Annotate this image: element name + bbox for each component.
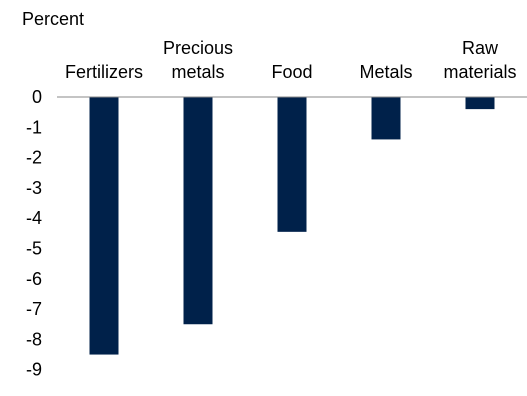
- y-tick-label: -7: [26, 299, 42, 319]
- y-tick-label: -1: [26, 117, 42, 137]
- bar: [371, 97, 401, 140]
- category-label: Metals: [359, 62, 412, 82]
- y-axis-ticks: 0 -1 -2 -3 -4 -5 -6 -7 -8 -9: [26, 87, 42, 380]
- category-label: Precious: [163, 38, 233, 58]
- bars: [89, 97, 495, 355]
- y-tick-label: -4: [26, 208, 42, 228]
- y-tick-label: -8: [26, 329, 42, 349]
- y-tick-label: -6: [26, 269, 42, 289]
- y-tick-label: -3: [26, 178, 42, 198]
- category-label: Raw: [462, 38, 499, 58]
- bar: [183, 97, 213, 325]
- y-tick-label: 0: [32, 87, 42, 107]
- y-tick-label: -9: [26, 360, 42, 380]
- y-axis-label: Percent: [22, 9, 84, 29]
- y-tick-label: -5: [26, 239, 42, 259]
- bar: [465, 97, 495, 110]
- bar: [277, 97, 307, 232]
- category-labels: Fertilizers Precious metals Food Metals Raw ma…: [65, 38, 517, 82]
- category-label: metals: [171, 62, 224, 82]
- y-tick-label: -2: [26, 148, 42, 168]
- category-label: Food: [271, 62, 312, 82]
- bar: [89, 97, 119, 355]
- category-label: materials: [443, 62, 516, 82]
- category-label: Fertilizers: [65, 62, 143, 82]
